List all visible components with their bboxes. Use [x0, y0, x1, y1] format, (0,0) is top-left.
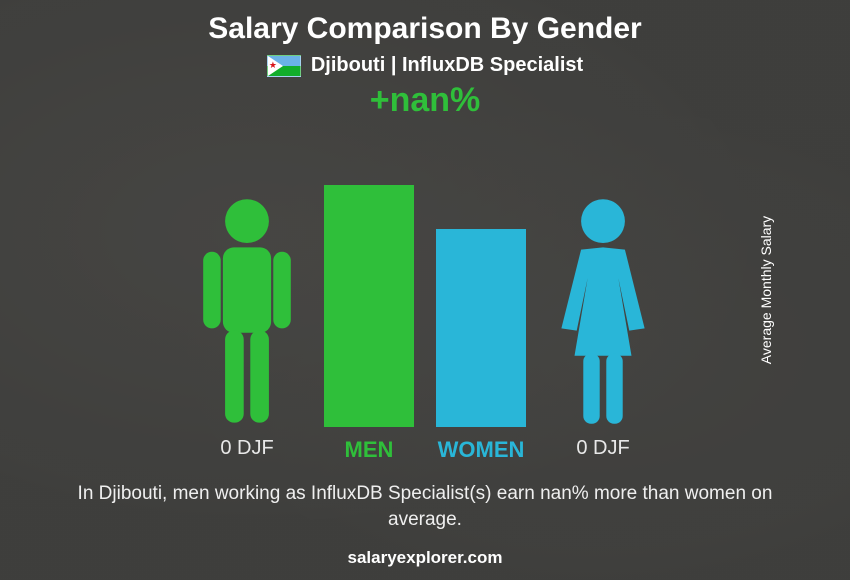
female-icon — [548, 197, 658, 427]
pct-diff-label: +nan% — [370, 81, 481, 120]
flag-icon — [267, 55, 301, 77]
bar-women — [436, 229, 526, 427]
separator-text: | — [391, 54, 397, 76]
men-label: MEN — [324, 437, 414, 463]
chart-area: +nan% — [105, 87, 745, 427]
women-label: WOMEN — [436, 437, 526, 463]
men-value: 0 DJF — [192, 437, 302, 463]
role-text: InfluxDB Specialist — [402, 54, 583, 76]
subtitle: Djibouti | InfluxDB Specialist — [311, 54, 583, 77]
description-text: In Djibouti, men working as InfluxDB Spe… — [55, 481, 795, 532]
bar-men — [324, 185, 414, 427]
infographic-container: Salary Comparison By Gender Djibouti | I… — [0, 0, 850, 580]
labels-row: 0 DJF MEN WOMEN 0 DJF — [105, 437, 745, 463]
subtitle-row: Djibouti | InfluxDB Specialist — [267, 54, 583, 77]
location-text: Djibouti — [311, 54, 385, 76]
source-text: salaryexplorer.com — [348, 548, 503, 568]
male-icon — [192, 197, 302, 427]
axis-label: Average Monthly Salary — [758, 216, 774, 364]
women-value: 0 DJF — [548, 437, 658, 463]
page-title: Salary Comparison By Gender — [208, 12, 641, 46]
